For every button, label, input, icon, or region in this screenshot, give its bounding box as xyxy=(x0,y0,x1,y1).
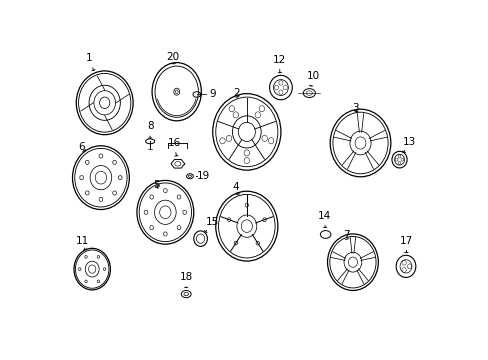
Text: 1: 1 xyxy=(86,53,93,63)
Text: 18: 18 xyxy=(179,273,192,283)
Text: 4: 4 xyxy=(232,183,239,192)
Text: 6: 6 xyxy=(79,142,85,152)
Text: 12: 12 xyxy=(272,55,285,65)
Text: 13: 13 xyxy=(402,136,416,147)
Text: 19: 19 xyxy=(196,171,209,181)
Text: 14: 14 xyxy=(317,211,330,221)
Text: 10: 10 xyxy=(306,72,319,81)
Text: 3: 3 xyxy=(352,103,359,113)
Text: 5: 5 xyxy=(153,180,160,190)
Text: 15: 15 xyxy=(205,217,219,227)
Text: 9: 9 xyxy=(209,90,216,99)
Text: 20: 20 xyxy=(166,52,179,62)
Text: 8: 8 xyxy=(146,121,153,131)
Text: 11: 11 xyxy=(75,237,88,246)
Text: 7: 7 xyxy=(342,230,349,240)
Text: 16: 16 xyxy=(167,138,180,148)
Text: 2: 2 xyxy=(232,88,239,98)
Text: 17: 17 xyxy=(399,235,412,246)
